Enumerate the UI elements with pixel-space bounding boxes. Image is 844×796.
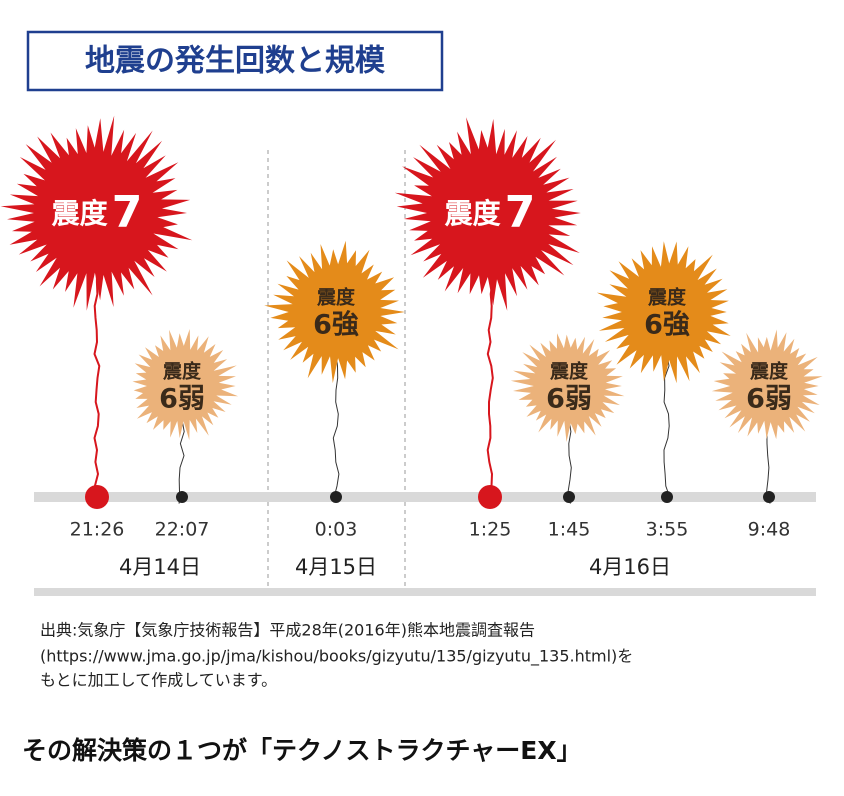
burst [132,329,239,441]
wire [332,353,340,499]
intensity-label: 震度 [550,360,589,383]
title: 地震の発生回数と規模 [85,44,385,79]
intensity-text: 震度7 [52,187,143,238]
source-line: もとに加工して作成しています。 [40,671,277,690]
event-dot [330,491,342,503]
event-time: 1:45 [548,519,591,541]
event-time: 21:26 [70,519,125,541]
event-time: 1:25 [469,519,512,541]
wire [93,269,101,499]
intensity-label: 震度 [750,360,789,383]
title-box [26,30,444,92]
intensity-label: 震度 [445,197,501,230]
date-label: 4月16日 [589,555,671,579]
event-time: 9:48 [748,519,791,541]
source-line: (https://www.jma.go.jp/jma/kishou/books/… [40,647,633,667]
burst [510,333,625,442]
event-time: 22:07 [155,519,210,541]
wire [486,269,494,499]
intensity: 6強 [313,310,359,341]
event-dot [661,491,673,503]
intensity: 7 [505,187,536,238]
burst [264,240,405,384]
intensity-label: 震度 [163,360,202,383]
intensity-text: 震度7 [445,187,536,238]
burst [711,329,823,440]
intensity-label: 震度 [52,197,108,230]
burst [0,115,193,311]
event-time: 3:55 [646,519,689,541]
date-label: 4月15日 [295,555,377,579]
intensity: 6強 [644,310,690,341]
bottom-bar [34,588,816,596]
event-dot [478,485,502,509]
intensity: 7 [112,187,143,238]
event-dot [176,491,188,503]
footer-heading: その解決策の１つが「テクノストラクチャーEX」 [22,736,582,765]
date-label: 4月14日 [119,555,201,579]
wire [567,419,572,504]
event-dot [763,491,775,503]
event-time: 0:03 [315,519,358,541]
intensity: 6弱 [746,384,792,415]
timeline-bar [34,492,816,502]
burst [596,241,731,384]
intensity: 6弱 [546,384,592,415]
event-dot [563,491,575,503]
intensity: 6弱 [159,384,205,415]
intensity-label: 震度 [317,286,356,309]
intensity-label: 震度 [648,286,687,309]
burst [394,117,581,311]
wire [178,419,185,504]
source-line: 出典:気象庁【気象庁技術報告】平成28年(2016年)熊本地震調査報告 [40,621,535,640]
event-dot [85,485,109,509]
